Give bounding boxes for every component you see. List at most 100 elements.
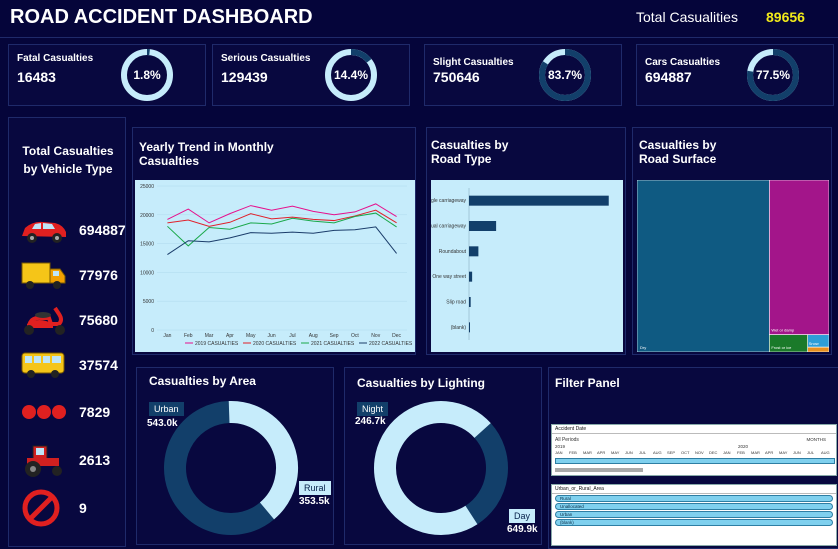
date-month-label[interactable]: FEB [737, 450, 745, 455]
vehicle-row-scooter: 75680 [19, 300, 129, 340]
date-month-label[interactable]: MAY [779, 450, 788, 455]
date-month-label[interactable]: JUL [807, 450, 815, 455]
trend-legend-label: 2021 CASUALTIES [311, 341, 355, 347]
area-slicer-item[interactable]: Rural [555, 495, 833, 502]
trend-title-line1: Yearly Trend in Monthly [139, 140, 274, 154]
vehicle-title-line1: Total Casualties [22, 144, 114, 158]
date-month-label[interactable]: APR [597, 450, 606, 455]
dashboard-title: ROAD ACCIDENT DASHBOARD [10, 6, 313, 28]
area-donut [164, 401, 298, 535]
date-scrollbar[interactable] [555, 468, 643, 472]
date-month-label[interactable]: JUL [639, 450, 647, 455]
road-type-title-line2: Road Type [431, 152, 492, 166]
road-type-label: Roundabout [439, 249, 467, 255]
date-month-label[interactable]: OCT [681, 450, 690, 455]
lighting-title: Casualties by Lighting [357, 376, 486, 390]
date-timeline-bar[interactable] [555, 458, 835, 464]
date-period: All Periods [555, 437, 579, 443]
vehicle-row-tractor: 2613 [19, 440, 129, 480]
date-month-label[interactable]: AUG [653, 450, 662, 455]
vehicle-value: 7829 [79, 404, 111, 420]
surface-cell [637, 180, 770, 352]
kpi-percent: 83.7% [548, 68, 582, 82]
date-year-2: 2020 [738, 444, 749, 449]
vehicle-value: 77976 [79, 267, 118, 283]
surface-label: Wet or damp [771, 328, 795, 333]
kpi-percent: 77.5% [756, 68, 790, 82]
kpi-ring: 83.7% [539, 49, 591, 101]
trend-x-tick: Nov [371, 333, 380, 339]
area-slicer-header: Urban_or_Rural_Area [552, 485, 836, 494]
road-type-bar [469, 297, 471, 307]
scooter-icon [24, 306, 65, 335]
trend-panel: Yearly Trend in Monthly Casualties 0 5000… [132, 127, 416, 355]
date-month-labels: JAN FEB MAR APR MAY JUN JUL AUG SEP OCT NOV DEC JAN F… [555, 450, 835, 456]
road-surface-chart: Dry Wet or damp Frost or ice Snow [637, 180, 829, 352]
date-month-label[interactable]: JAN [723, 450, 731, 455]
vehicle-row-car: 694887 [19, 210, 129, 250]
vehicle-row-prohibited: 9 [19, 488, 129, 528]
trend-y-tick: 15000 [140, 242, 154, 248]
trend-title: Yearly Trend in Monthly Casualties [139, 140, 274, 168]
bus-icon [21, 352, 65, 378]
kpi-ring-fill [325, 49, 377, 101]
date-month-label[interactable]: JUN [793, 450, 801, 455]
date-month-label[interactable]: MAY [611, 450, 620, 455]
date-month-label[interactable]: FEB [569, 450, 577, 455]
trend-x-tick: May [246, 333, 256, 339]
kpi-fatal: Fatal Casualties 16483 1.8% [8, 44, 206, 106]
vehicle-type-panel: Total Casualties by Vehicle Type 694887 … [8, 117, 126, 547]
lighting-donut [374, 401, 508, 535]
date-slicer-body: All Periods MONTHS 2019 2020 JAN FEB MAR AP… [552, 434, 836, 478]
donut-slice [164, 401, 275, 535]
header-divider [0, 37, 838, 38]
filter-panel: Filter Panel Accident Date All Periods M… [548, 367, 838, 549]
trend-y-tick: 5000 [143, 299, 154, 305]
kpi-ring: 1.8% [121, 49, 173, 101]
road-surface-title-line2: Road Surface [639, 152, 717, 166]
trend-x-tick: Dec [392, 333, 401, 339]
area-slicer-item[interactable]: Urban [555, 511, 833, 518]
road-surface-title: Casualties by Road Surface [639, 138, 716, 166]
date-month-label[interactable]: AUG [821, 450, 830, 455]
trend-y-tick: 25000 [140, 184, 154, 190]
accident-date-slicer[interactable]: Accident Date All Periods MONTHS 2019 20… [551, 424, 837, 476]
tractor-icon [25, 445, 62, 477]
date-month-label[interactable]: JAN [555, 450, 563, 455]
kpi-label: Serious Casualties [221, 53, 311, 64]
area-slicer-item[interactable]: (blank) [555, 519, 833, 526]
vehicle-value: 2613 [79, 452, 111, 468]
trend-x-tick: Feb [184, 333, 193, 339]
donut-slice [228, 401, 298, 520]
date-month-label[interactable]: MAR [583, 450, 592, 455]
road-surface-title-line1: Casualties by [639, 138, 717, 152]
date-month-label[interactable]: SEP [667, 450, 676, 455]
area-urban-tag: Urban [149, 402, 184, 416]
road-surface-panel: Casualties by Road Surface Dry Wet or dam… [632, 127, 832, 355]
date-month-label[interactable]: NOV [695, 450, 704, 455]
road-type-label: Single carriageway [431, 198, 466, 204]
kpi-value: 750646 [433, 69, 480, 85]
road-type-panel: Casualties by Road Type Single carriagew… [424, 127, 626, 355]
kpi-value: 694887 [645, 69, 692, 85]
trend-chart-area: 0 5000 10000 15000 20000 25000 Jan Feb Mar Apr May… [135, 180, 415, 352]
date-unit[interactable]: MONTHS [806, 437, 827, 442]
vehicle-value: 9 [79, 500, 87, 516]
area-slicer[interactable]: Urban_or_Rural_Area Rural Unallocated Ur… [551, 484, 837, 546]
other-vehicles-icon [22, 405, 66, 419]
header-bar: ROAD ACCIDENT DASHBOARD Total Casualitie… [0, 0, 838, 37]
area-slicer-item[interactable]: Unallocated [555, 503, 833, 510]
kpi-value: 16483 [17, 69, 56, 85]
date-month-label[interactable]: DEC [709, 450, 718, 455]
trend-x-tick: Jul [289, 333, 295, 339]
road-type-label: Slip road [446, 300, 466, 306]
kpi-ring-fill [747, 49, 799, 101]
prohibited-icon [22, 489, 60, 527]
date-month-label[interactable]: MAR [751, 450, 760, 455]
trend-y-tick: 0 [151, 328, 154, 334]
date-month-label[interactable]: APR [765, 450, 774, 455]
date-month-label[interactable]: JUN [625, 450, 633, 455]
trend-series-line [167, 203, 397, 224]
kpi-serious: Serious Casualties 129439 14.4% [212, 44, 410, 106]
trend-x-tick: Mar [205, 333, 214, 339]
